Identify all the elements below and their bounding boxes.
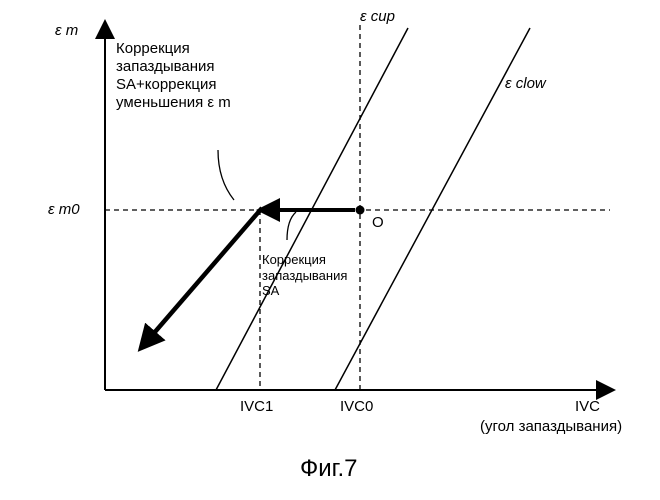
leader-main — [218, 150, 234, 200]
arrow-diag — [148, 208, 262, 340]
annot-main-line2: запаздывания — [116, 58, 231, 76]
point-o — [356, 206, 365, 215]
annot-sa: Коррекция запаздывания SA — [262, 252, 347, 299]
leader-sa — [287, 212, 296, 240]
figure-caption: Фиг.7 — [300, 455, 358, 483]
x1-tick-label: IVC1 — [240, 398, 273, 416]
annot-sa-line3: SA — [262, 283, 347, 299]
annot-main: Коррекция запаздывания SA+коррекция умен… — [116, 40, 231, 112]
x-axis-label: IVC — [575, 398, 600, 416]
point-o-label: O — [372, 214, 384, 232]
y-axis-label: ε m — [55, 22, 78, 40]
annot-main-line1: Коррекция — [116, 40, 231, 58]
x0-tick-label: IVC0 — [340, 398, 373, 416]
annot-sa-line1: Коррекция — [262, 252, 347, 268]
x-axis-sublabel: (угол запаздывания) — [480, 418, 622, 436]
annot-main-line4: уменьшения ε m — [116, 94, 231, 112]
cup-label: ε cup — [360, 8, 395, 26]
y0-tick-label: ε m0 — [48, 201, 80, 219]
diagram-container: ε m IVC (угол запаздывания) ε m0 IVC0 IV… — [0, 0, 660, 500]
annot-sa-line2: запаздывания — [262, 268, 347, 284]
annot-main-line3: SA+коррекция — [116, 76, 231, 94]
clow-label: ε clow — [505, 75, 546, 93]
